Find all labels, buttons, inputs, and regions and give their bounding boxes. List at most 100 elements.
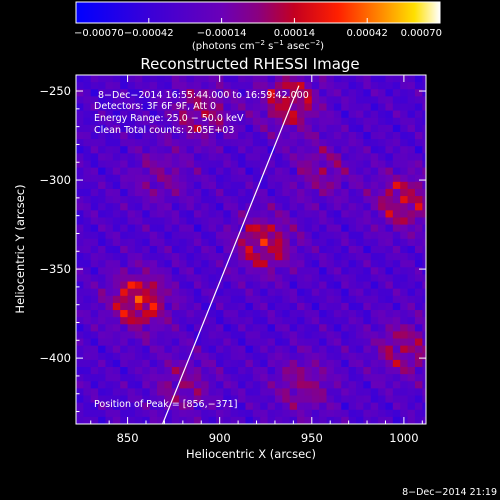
heatmap-cell [76,231,84,240]
heatmap-cell [289,260,298,268]
heatmap-cell [370,288,379,297]
heatmap-cell [400,139,409,147]
heatmap-cell [112,231,121,240]
heatmap-cell [98,89,107,97]
heatmap-cell [304,160,313,169]
heatmap-cell [356,260,364,268]
heatmap-cell [348,196,357,204]
heatmap-cell [193,217,202,226]
x-tick-label: 900 [209,431,231,445]
heatmap-cell [304,217,313,226]
heatmap-cell [326,260,335,268]
heatmap-cell [223,117,232,126]
heatmap-cell [216,295,224,304]
heatmap-cell [260,395,269,404]
heatmap-cell [311,117,320,126]
heatmap-cell [348,359,357,368]
heatmap-cell [392,267,401,276]
heatmap-cell [127,124,136,133]
heatmap-cell [392,274,401,283]
heatmap-cell [179,281,188,290]
heatmap-cell [76,253,84,261]
heatmap-cell [319,352,328,361]
heatmap-cell [223,146,232,154]
heatmap-cell [164,174,173,183]
heatmap-cell [90,260,99,268]
heatmap-cell [208,174,217,183]
heatmap-cell [90,267,99,276]
heatmap-cell [149,253,158,261]
heatmap-cell [149,110,158,119]
heatmap-cell [149,238,158,247]
heatmap-cell [134,388,143,397]
heatmap-cell [370,281,379,290]
heatmap-cell [267,196,276,204]
heatmap-cell [208,96,217,105]
heatmap-cell [356,196,364,204]
heatmap-cell [407,402,416,411]
heatmap-cell [282,395,291,404]
heatmap-cell [304,288,313,297]
heatmap-cell [326,324,335,333]
heatmap-cell [112,331,121,340]
heatmap-cell [252,267,261,276]
heatmap-cell [127,274,136,283]
heatmap-cell [208,210,217,219]
heatmap-cell [83,117,92,126]
heatmap-cell [400,359,409,368]
heatmap-cell [400,160,409,169]
heatmap-cell [297,245,306,254]
heatmap-cell [260,117,269,126]
heatmap-cell [76,402,84,411]
heatmap-cell [179,338,188,347]
heatmap-cell [289,267,298,276]
heatmap-cell [186,274,195,283]
heatmap-cell [127,288,136,297]
heatmap-cell [400,167,409,176]
heatmap-cell [201,388,210,397]
heatmap-cell [326,388,335,397]
heatmap-cell [120,160,129,169]
heatmap-cell [171,224,180,233]
heatmap-cell [400,203,409,211]
heatmap-cell [171,238,180,247]
heatmap-cell [378,181,387,190]
heatmap-cell [422,302,426,311]
heatmap-cell [142,217,151,226]
heatmap-cell [385,160,394,169]
heatmap-cell [392,245,401,254]
heatmap-cell [208,267,217,276]
y-axis-ticks: −250−300−350−400 [39,84,426,413]
heatmap-cell [363,260,372,268]
heatmap-cell [356,245,364,254]
heatmap-cell [326,131,335,140]
heatmap-cell [385,82,394,90]
heatmap-cell [230,416,239,424]
heatmap-cell [105,210,114,219]
heatmap-cell [142,167,151,176]
heatmap-cell [385,302,394,311]
heatmap-cell [179,89,188,97]
heatmap-cell [238,146,247,154]
heatmap-cell [363,409,372,418]
heatmap-cell [149,96,158,105]
heatmap-cell [216,224,224,233]
heatmap-cell [164,274,173,283]
heatmap-cell [297,124,306,133]
heatmap-cell [238,110,247,119]
heatmap-cell [105,395,114,404]
heatmap-cell [230,139,239,147]
heatmap-cell [171,103,180,112]
heatmap-cell [260,181,269,190]
heatmap-cell [304,75,313,83]
heatmap-cell [223,238,232,247]
heatmap-cell [348,345,357,354]
heatmap-cell [267,174,276,183]
heatmap-cell [164,167,173,176]
heatmap-cell [149,367,158,375]
heatmap-cell [356,82,364,90]
heatmap-cell [105,153,114,162]
heatmap-cell [127,110,136,119]
heatmap-cell [348,231,357,240]
heatmap-cell [385,395,394,404]
